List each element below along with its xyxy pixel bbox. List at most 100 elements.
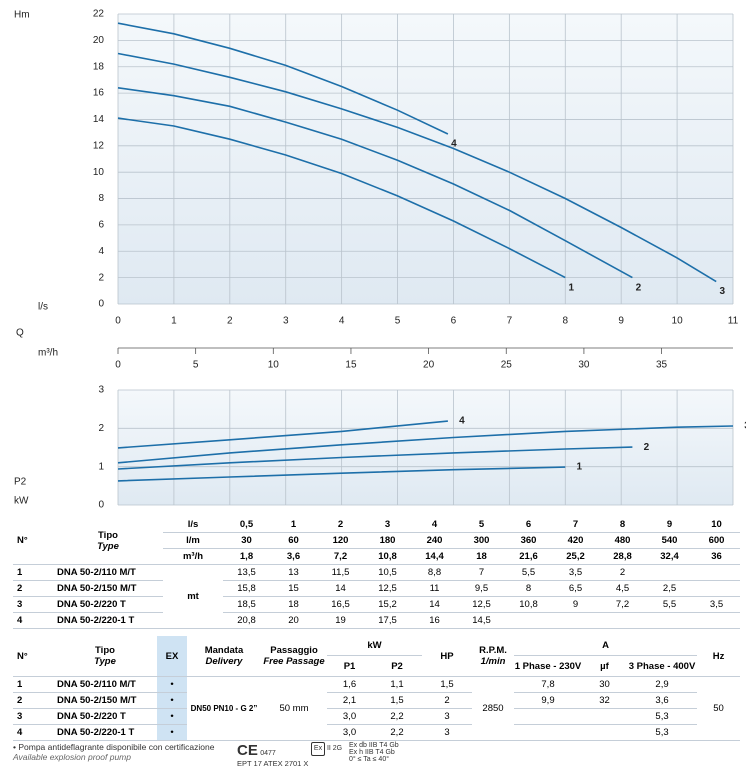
flow-cell: 60 bbox=[270, 532, 317, 549]
ce-number: 0477 bbox=[260, 750, 276, 757]
header-text: Passaggio bbox=[270, 645, 318, 656]
flow-cell: 36 bbox=[693, 548, 740, 565]
header-cell: 1 Phase - 230V bbox=[514, 655, 582, 677]
model-cell: DNA 50-2/150 M/T bbox=[53, 692, 157, 709]
flow-cell: 21,6 bbox=[505, 548, 552, 565]
curve bbox=[117, 117, 566, 279]
header-row: N° Tipo Type EX Mandata Delivery Passaggio Free… bbox=[13, 636, 741, 677]
head-cell: 6,5 bbox=[552, 580, 599, 597]
curve bbox=[117, 420, 448, 449]
curve bbox=[117, 87, 633, 279]
x-tick-label: 4 bbox=[339, 316, 345, 327]
header-text-en: Type bbox=[94, 656, 116, 667]
head-cell: 10,5 bbox=[364, 564, 411, 581]
model-cell: DNA 50-2/220 T bbox=[53, 596, 163, 613]
header-cell: 3 Phase - 400V bbox=[627, 655, 698, 677]
head-cell: 15,8 bbox=[223, 580, 270, 597]
y-tick-label: 20 bbox=[93, 35, 105, 46]
header-row: l/m 30 60 120 180 240 300 360 420 480 540 600 bbox=[13, 532, 740, 549]
p1-cell: 3,0 bbox=[327, 724, 372, 741]
head-cell: 14 bbox=[411, 596, 458, 613]
flow-cell: 30 bbox=[223, 532, 270, 549]
flow-cell: 28,8 bbox=[599, 548, 646, 565]
data-row: 3 DNA 50-2/220 T • 3,0 2,2 3 5,3 bbox=[13, 708, 740, 725]
passage-cell: 50 mm bbox=[261, 676, 327, 741]
header-row: P1 P2 1 Phase - 230V µf 3 Phase - 400V bbox=[13, 655, 740, 677]
flow-cell: 0,5 bbox=[223, 517, 270, 533]
header-cell: Tipo Type bbox=[53, 636, 157, 677]
p1-cell: 3,0 bbox=[327, 708, 372, 725]
y-tick-label: 16 bbox=[93, 88, 105, 99]
flow-cell: 3,6 bbox=[270, 548, 317, 565]
header-text-en: Free Passage bbox=[263, 656, 325, 667]
curve-label: 2 bbox=[644, 442, 650, 453]
curve-label: 3 bbox=[719, 286, 725, 297]
flow-cell: 32,4 bbox=[646, 548, 693, 565]
head-cell: 11,5 bbox=[317, 564, 364, 581]
header-cell: P2 bbox=[372, 655, 422, 677]
y-tick-label: 18 bbox=[93, 61, 105, 72]
ex-cell: • bbox=[157, 692, 187, 709]
p1-cell: 1,6 bbox=[327, 676, 372, 693]
header-text-en: 1/min bbox=[480, 656, 506, 667]
y-tick-label: 22 bbox=[93, 9, 105, 20]
x2-tick-label: 15 bbox=[345, 360, 357, 371]
curve bbox=[117, 446, 633, 470]
y-tick-label: 1 bbox=[98, 461, 104, 472]
flow-cell: 240 bbox=[411, 532, 458, 549]
flow-cell: 18 bbox=[458, 548, 505, 565]
head-cell: 18 bbox=[270, 596, 317, 613]
note-en: Available explosion proof pump bbox=[13, 752, 131, 762]
y-axis-title: P2 bbox=[14, 477, 27, 488]
model-cell: DNA 50-2/110 M/T bbox=[53, 564, 163, 581]
header-cell: µf bbox=[582, 655, 627, 677]
head-cell: 13,5 bbox=[223, 564, 270, 581]
p2-cell: 1,1 bbox=[372, 676, 422, 693]
header-row: m³/h 1,8 3,6 7,2 10,8 14,4 18 21,6 25,2 28,8 32,4 3… bbox=[13, 548, 740, 565]
head-cell: 5,5 bbox=[646, 596, 693, 613]
x-tick-label: 1 bbox=[171, 316, 177, 327]
head-cell bbox=[646, 612, 693, 629]
flow-cell: 420 bbox=[552, 532, 599, 549]
x-tick-label: 7 bbox=[507, 316, 513, 327]
p1-cell: 2,1 bbox=[327, 692, 372, 709]
ce-mark: CE bbox=[237, 742, 258, 759]
model-cell: DNA 50-2/220 T bbox=[53, 708, 157, 725]
x-tick-label: 6 bbox=[451, 316, 457, 327]
number-cell: 3 bbox=[13, 708, 53, 725]
hp-cell: 3 bbox=[422, 708, 472, 725]
header-cell: N° bbox=[13, 636, 53, 677]
y-tick-label: 2 bbox=[98, 272, 104, 283]
a_3ph-cell: 5,3 bbox=[627, 708, 698, 725]
x2-tick-label: 10 bbox=[268, 360, 280, 371]
head-cell: 17,5 bbox=[364, 612, 411, 629]
x-axis-unit: l/s bbox=[38, 302, 48, 313]
data-row: 3 DNA 50-2/220 T 18,5 18 16,5 15,2 14 12,5 10,8 9… bbox=[13, 596, 740, 613]
head-cell: 12,5 bbox=[364, 580, 411, 597]
model-cell: DNA 50-2/150 M/T bbox=[53, 580, 163, 597]
x2-tick-label: 35 bbox=[656, 360, 668, 371]
number-cell: 1 bbox=[13, 564, 53, 581]
uf-cell bbox=[582, 708, 627, 725]
marking: Ex db IIB T4 Gb bbox=[349, 742, 399, 749]
curve bbox=[117, 425, 734, 464]
header-text: Tipo bbox=[98, 529, 118, 541]
head-cell bbox=[693, 612, 740, 629]
y-tick-label: 10 bbox=[93, 167, 105, 178]
curve-label: 3 bbox=[744, 421, 746, 432]
marking: Ex h IIB T4 Gb bbox=[349, 749, 395, 756]
head-cell: 20 bbox=[270, 612, 317, 629]
x-tick-label: 11 bbox=[728, 316, 739, 327]
flow-cell: 1,8 bbox=[223, 548, 270, 565]
head-cell: 8 bbox=[505, 580, 552, 597]
y-tick-label: 4 bbox=[98, 246, 104, 257]
curve bbox=[117, 466, 566, 482]
y-tick-label: 3 bbox=[98, 385, 104, 396]
spec-table: N° Tipo Type EX Mandata Delivery Passaggio Free… bbox=[13, 636, 741, 741]
header-row: N° Tipo Type l/s 0,5 1 2 3 4 5 6 7 8 9 10 bbox=[13, 517, 740, 565]
x2-tick-label: 5 bbox=[193, 360, 199, 371]
y-axis-title: Hm bbox=[14, 10, 30, 21]
head-cell: 10,8 bbox=[505, 596, 552, 613]
head-cell: 9 bbox=[552, 596, 599, 613]
head-cell bbox=[693, 564, 740, 581]
